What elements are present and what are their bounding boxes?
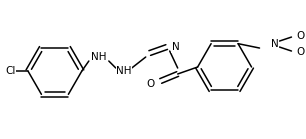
Text: NH: NH — [116, 66, 132, 76]
Text: O: O — [297, 31, 305, 41]
Text: Cl: Cl — [6, 66, 16, 76]
Text: N: N — [172, 42, 179, 52]
Text: O: O — [147, 79, 155, 89]
Text: NH: NH — [91, 52, 106, 62]
Text: O: O — [297, 47, 305, 57]
Text: N: N — [271, 39, 278, 49]
